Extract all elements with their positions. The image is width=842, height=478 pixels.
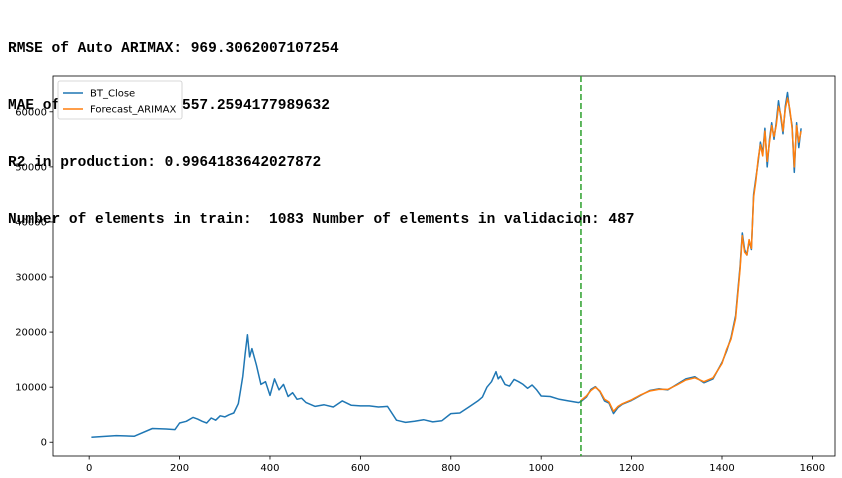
rmse-line: RMSE of Auto ARIMAX: 969.3062007107254 <box>8 41 339 57</box>
y-tick-label: 20000 <box>15 328 47 339</box>
x-tick-label: 800 <box>441 463 460 474</box>
x-tick-label: 1600 <box>800 463 825 474</box>
x-tick-label: 200 <box>170 463 189 474</box>
axes-frame <box>52 75 836 457</box>
y-tick-label: 60000 <box>15 107 47 118</box>
x-tick-label: 400 <box>260 463 279 474</box>
r2-line: R2 in production: 0.9964183642027872 <box>8 155 322 171</box>
series-line-forecast-arimax <box>580 97 802 413</box>
x-tick-label: 0 <box>86 463 92 474</box>
legend-label-forecast-arimax: Forecast_ARIMAX <box>90 105 177 116</box>
x-tick-label: 1200 <box>619 463 644 474</box>
x-tick-label: 600 <box>351 463 370 474</box>
legend-label-bt-close: BT_Close <box>90 89 135 100</box>
x-tick-label: 1000 <box>528 463 553 474</box>
y-tick-label: 30000 <box>15 273 47 284</box>
y-tick-label: 50000 <box>15 162 47 173</box>
train-validation-count-line: Number of elements in train: 1083 Number… <box>8 212 635 228</box>
series-line-bt-close <box>91 91 802 439</box>
y-tick-label: 0 <box>41 438 47 449</box>
y-tick-label: 40000 <box>15 217 47 228</box>
legend-box <box>57 80 183 120</box>
x-tick-label: 1400 <box>709 463 734 474</box>
y-tick-label: 10000 <box>15 383 47 394</box>
